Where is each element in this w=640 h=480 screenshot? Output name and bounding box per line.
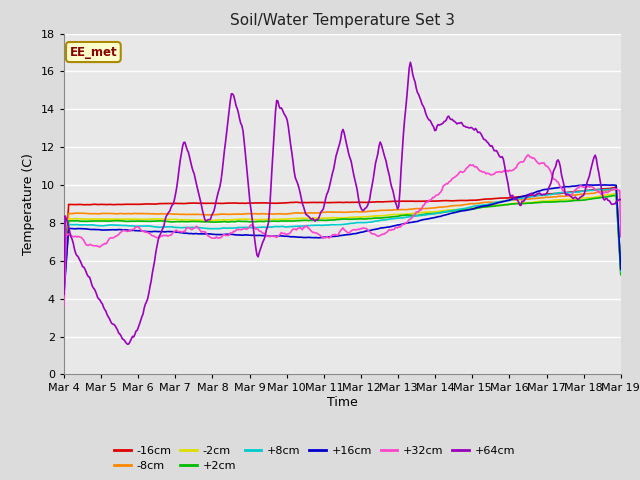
-8cm (295, 210, 303, 216)
-16cm (399, 198, 406, 204)
-8cm (617, 268, 625, 274)
Line: +16cm: +16cm (64, 185, 621, 293)
+64cm (472, 126, 479, 132)
+64cm (568, 194, 576, 200)
+32cm (567, 192, 575, 198)
+8cm (617, 268, 625, 274)
+32cm (372, 232, 380, 238)
+32cm (60, 302, 68, 308)
+64cm (234, 110, 242, 116)
Line: +2cm: +2cm (64, 195, 621, 289)
-2cm (612, 191, 620, 196)
-16cm (612, 184, 620, 190)
-16cm (234, 200, 241, 206)
-16cm (566, 189, 573, 195)
+8cm (372, 218, 380, 224)
+16cm (60, 290, 68, 296)
+16cm (372, 227, 380, 232)
-2cm (566, 197, 573, 203)
Line: -2cm: -2cm (64, 193, 621, 288)
+16cm (469, 206, 477, 212)
-8cm (469, 201, 477, 206)
+8cm (60, 288, 68, 294)
+8cm (295, 223, 303, 229)
+2cm (372, 215, 380, 221)
+2cm (234, 218, 241, 224)
-8cm (399, 207, 406, 213)
-2cm (469, 205, 477, 211)
+64cm (373, 156, 381, 161)
+32cm (399, 221, 406, 227)
Legend: -16cm, -8cm, -2cm, +2cm, +8cm, +16cm, +32cm, +64cm: -16cm, -8cm, -2cm, +2cm, +8cm, +16cm, +3… (109, 441, 520, 476)
+16cm (234, 232, 241, 238)
-8cm (612, 186, 620, 192)
-16cm (60, 277, 68, 283)
-2cm (399, 212, 406, 217)
Line: +8cm: +8cm (64, 189, 621, 291)
+32cm (617, 234, 625, 240)
+32cm (295, 226, 303, 231)
-2cm (372, 213, 380, 219)
+2cm (612, 192, 620, 198)
+2cm (295, 218, 303, 224)
-8cm (566, 193, 573, 199)
Text: EE_met: EE_met (70, 46, 117, 59)
-8cm (372, 208, 380, 214)
+32cm (469, 162, 477, 168)
+2cm (60, 286, 68, 292)
+64cm (60, 292, 68, 298)
-2cm (234, 216, 241, 222)
+8cm (469, 204, 477, 209)
+64cm (399, 131, 407, 137)
+64cm (617, 197, 625, 203)
+16cm (399, 221, 406, 227)
+64cm (296, 189, 304, 195)
X-axis label: Time: Time (327, 396, 358, 409)
-16cm (372, 199, 380, 205)
+64cm (124, 341, 132, 347)
+64cm (406, 60, 414, 65)
+16cm (295, 234, 303, 240)
+8cm (610, 186, 618, 192)
-2cm (295, 216, 303, 221)
-2cm (617, 271, 625, 276)
-8cm (60, 282, 68, 288)
+2cm (399, 213, 406, 218)
+8cm (566, 190, 573, 195)
+2cm (469, 206, 477, 212)
Line: -16cm: -16cm (64, 187, 621, 280)
Y-axis label: Temperature (C): Temperature (C) (22, 153, 35, 255)
+8cm (234, 225, 241, 230)
-8cm (234, 211, 241, 217)
-16cm (295, 200, 303, 205)
Title: Soil/Water Temperature Set 3: Soil/Water Temperature Set 3 (230, 13, 455, 28)
-16cm (617, 267, 625, 273)
+32cm (524, 152, 532, 158)
-16cm (469, 197, 477, 203)
-2cm (60, 285, 68, 291)
Line: -8cm: -8cm (64, 189, 621, 285)
Line: +32cm: +32cm (64, 155, 621, 305)
Line: +64cm: +64cm (64, 62, 621, 344)
+32cm (234, 227, 241, 232)
+16cm (617, 266, 625, 272)
+2cm (566, 198, 573, 204)
+8cm (399, 215, 406, 221)
+16cm (582, 182, 590, 188)
+2cm (617, 272, 625, 277)
+16cm (566, 184, 573, 190)
